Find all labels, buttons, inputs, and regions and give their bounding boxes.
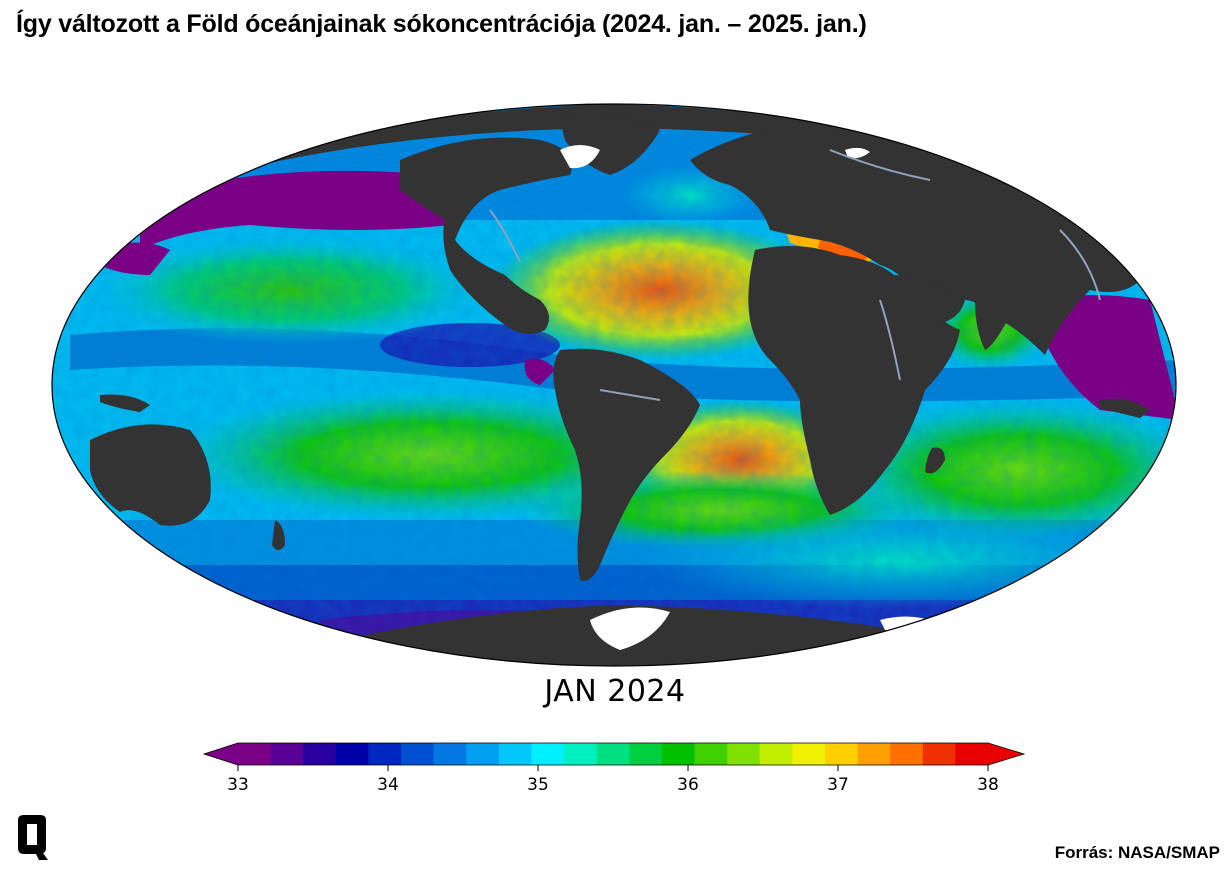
colorbar-tick-label: 33 [227,775,249,795]
colorbar-swatch [401,743,435,765]
colorbar-swatch [270,743,304,765]
colorbar-extend-low [204,743,238,765]
colorbar-ticks: 33 34 35 36 37 38 [227,765,999,795]
colorbar-tick-label: 37 [827,775,849,795]
colorbar-swatch [596,743,630,765]
colorbar-swatch [890,743,924,765]
q-logo [12,814,52,862]
colorbar-swatch [466,743,500,765]
colorbar-extend-high [988,743,1024,765]
page-title: Így változott a Föld óceánjainak sókonce… [16,10,867,38]
colorbar-swatch [824,743,859,765]
colorbar-swatch [238,743,272,765]
colorbar-swatch [303,743,337,765]
colorbar-tick-label: 36 [677,775,699,795]
colorbar-swatch [857,743,891,765]
colorbar-swatch [498,743,533,765]
colorbar-swatch [727,743,761,765]
colorbar-tick-label: 35 [527,775,549,795]
source-label: Forrás: NASA/SMAP [1054,843,1220,862]
colorbar-swatch [629,743,663,765]
colorbar-swatch [661,743,696,765]
colorbar-swatch [368,743,402,765]
colorbar-swatch [335,743,370,765]
frame-label: JAN 2024 [544,674,686,709]
colorbar-tick-label: 34 [377,775,399,795]
colorbar-tick-label: 38 [977,775,999,795]
colorbar-swatch [531,743,565,765]
colorbar-segments [202,742,1026,766]
colorbar-swatch [792,743,826,765]
colorbar-swatch [955,743,989,765]
colorbar-swatch [694,743,728,765]
colorbar-swatch [433,743,467,765]
colorbar-swatch [759,743,793,765]
colorbar-swatch [564,743,598,765]
colorbar-swatch [922,743,956,765]
